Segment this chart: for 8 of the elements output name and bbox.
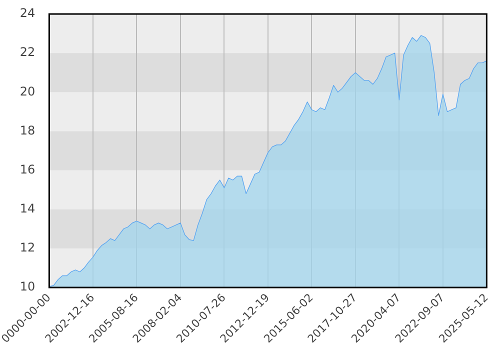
y-tick-label: 12 bbox=[20, 240, 36, 255]
y-tick-label: 14 bbox=[20, 201, 36, 216]
y-tick-label: 10 bbox=[20, 280, 36, 294]
y-tick-label: 18 bbox=[20, 123, 36, 138]
y-tick-label: 22 bbox=[20, 45, 36, 60]
y-tick-label: 16 bbox=[20, 162, 36, 176]
y-tick-label: 20 bbox=[20, 84, 36, 98]
y-tick-label: 24 bbox=[20, 6, 36, 20]
